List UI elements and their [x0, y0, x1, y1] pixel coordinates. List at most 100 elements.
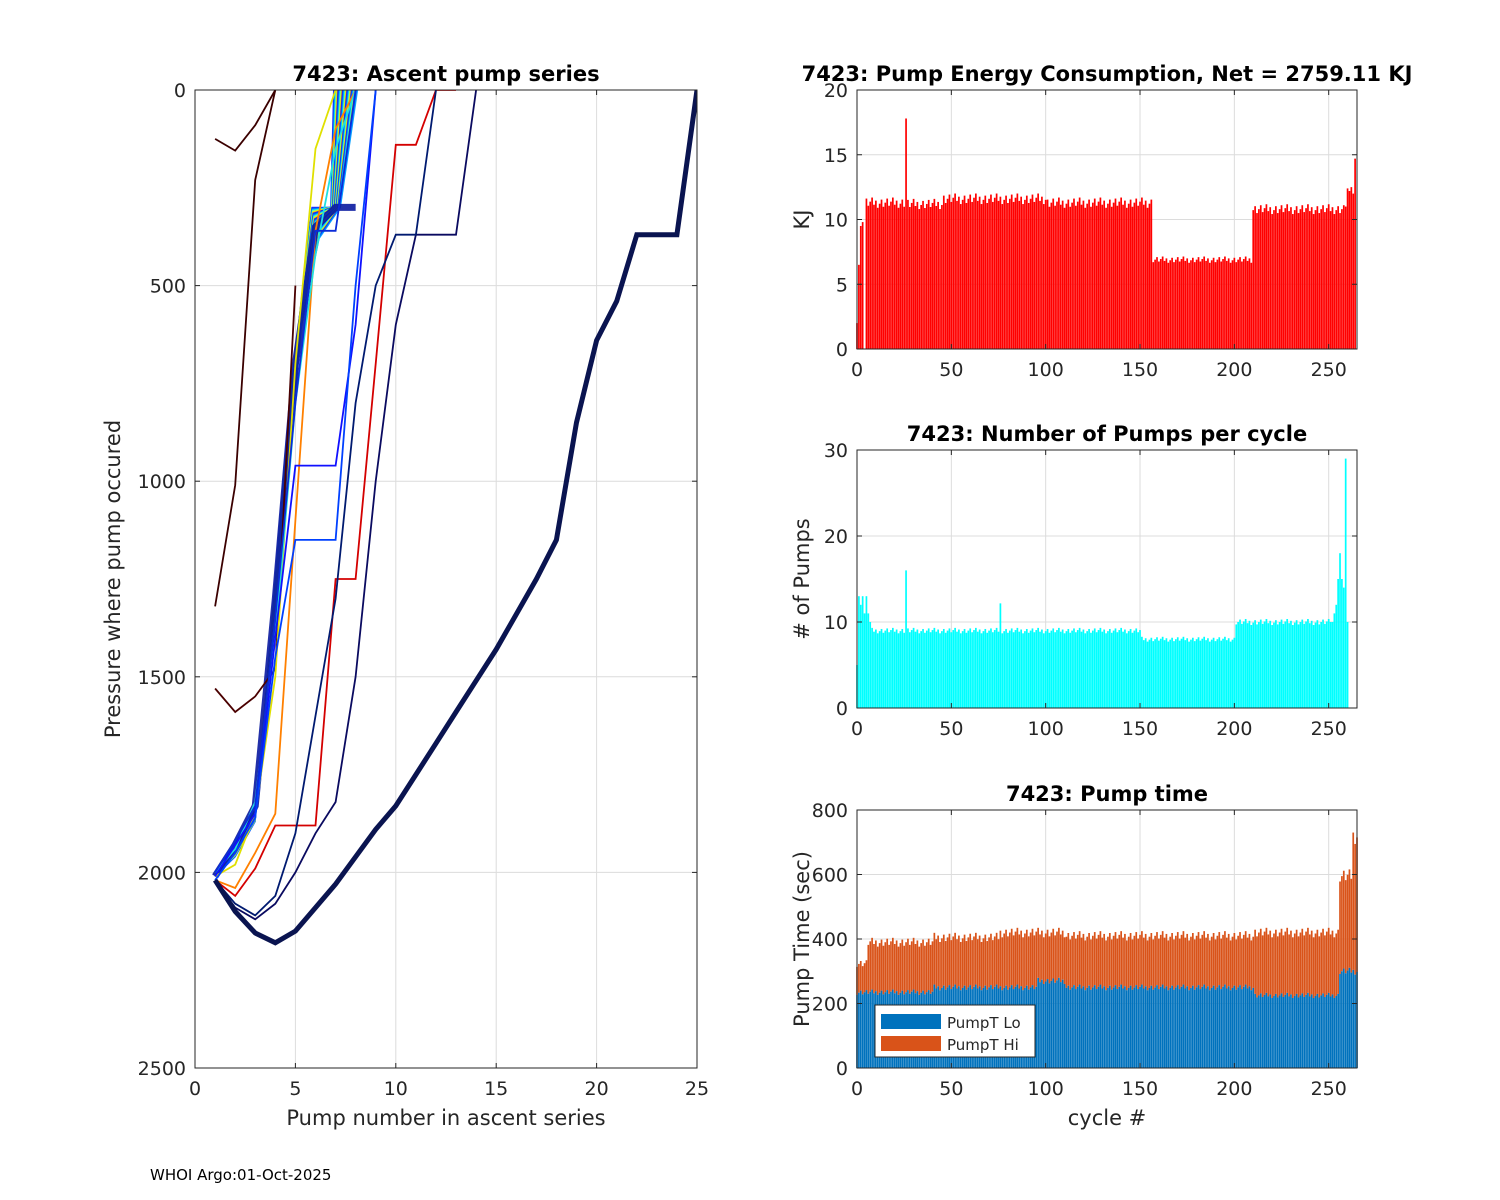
pumps-bar: [1095, 632, 1098, 708]
pumptime-bar-lo: [1297, 997, 1300, 1068]
pumptime-bar-lo: [1329, 996, 1332, 1068]
pumps-bar: [1161, 636, 1164, 708]
pumptime-bar-lo: [1090, 989, 1092, 1068]
pumptime-bar-hi: [1259, 928, 1262, 994]
pumptime-bar-lo: [1163, 988, 1166, 1068]
pumps-bar: [1271, 625, 1273, 708]
pumptime-bar-hi: [1261, 935, 1264, 997]
pumptime-bar-hi: [1290, 930, 1292, 995]
energy-bar: [1239, 257, 1241, 349]
pumps-bar: [971, 632, 973, 708]
energy-bar: [1071, 202, 1073, 349]
energy-bar: [1265, 204, 1268, 349]
pumptime-bar-lo: [1167, 990, 1170, 1068]
pumptime-bar-hi: [944, 941, 947, 990]
pumptime-bar-hi: [1220, 938, 1222, 990]
pumps-bar: [1292, 625, 1294, 708]
pumptime-bar-hi: [980, 941, 983, 991]
pumps-bar: [1003, 631, 1006, 708]
pumps-bar: [1061, 629, 1064, 708]
pumptime-ylabel: Pump Time (sec): [790, 851, 814, 1027]
pumps-ylabel: # of Pumps: [790, 518, 814, 640]
ascent-series-blue-3: [214, 90, 377, 881]
pumptime-bar-lo: [1295, 993, 1298, 1068]
pumps-bar: [931, 630, 934, 708]
pumptime-legend-swatch-hi: [881, 1036, 941, 1051]
pumptime-bar-hi: [1182, 931, 1185, 985]
energy-bar: [1337, 206, 1339, 349]
pumptime-bar-hi: [1124, 933, 1126, 987]
energy-bar: [893, 204, 896, 349]
pumptime-bar-hi: [1084, 940, 1087, 991]
pumps-bar: [886, 628, 889, 708]
pumptime-bar-hi: [1276, 936, 1279, 998]
energy-bar: [1067, 199, 1070, 349]
energy-bar: [1042, 204, 1045, 349]
pumptime-bar-hi: [918, 946, 921, 995]
pumps-bar: [1020, 629, 1022, 708]
pumptime-bar-hi: [922, 939, 924, 991]
pumptime-bar-lo: [1235, 989, 1238, 1068]
pumptime-xtick-label: 0: [851, 1078, 863, 1100]
pumps-bar: [1314, 622, 1317, 708]
pumptime-bar-hi: [1203, 931, 1206, 985]
pumptime-bar-lo: [1154, 987, 1156, 1069]
pumptime-bar-hi: [1135, 932, 1138, 986]
energy-bar: [1158, 261, 1160, 349]
pumps-bar: [1075, 632, 1077, 708]
energy-bar: [995, 193, 998, 349]
energy-bar: [1320, 209, 1322, 349]
pumptime-bar-lo: [1101, 988, 1104, 1068]
energy-bar: [1120, 197, 1122, 349]
pumps-bar: [1163, 640, 1166, 708]
pumptime-bar-hi: [886, 938, 889, 991]
energy-bar: [1273, 210, 1275, 349]
pumptime-bar-hi: [1014, 931, 1017, 987]
pumptime-bar-hi: [1012, 935, 1015, 990]
pumps-bar: [1173, 641, 1175, 708]
pumptime-bar-lo: [1254, 993, 1256, 1068]
pumptime-bar-hi: [1231, 936, 1234, 988]
pumptime-bar-hi: [971, 940, 973, 990]
pumps-bar: [935, 631, 938, 708]
energy-bar: [884, 202, 887, 349]
pumptime-bar-hi: [1227, 933, 1230, 987]
pumps-bar: [1293, 622, 1296, 708]
pumptime-bar-hi: [1271, 937, 1273, 998]
ascent-axes-frame: [194, 89, 698, 1069]
pumptime-xtick-label: 200: [1216, 1078, 1252, 1100]
pumptime-bar-hi: [1082, 933, 1085, 987]
pumptime-bar-lo: [1331, 994, 1334, 1068]
pumptime-bar-lo: [1212, 985, 1215, 1068]
energy-bar: [1124, 200, 1126, 349]
pumps-bar: [875, 629, 877, 708]
pumptime-bar-hi: [1035, 931, 1038, 987]
pumptime-bar-lo: [1278, 995, 1281, 1068]
energy-bar: [1063, 207, 1066, 349]
pumps-bar: [1310, 620, 1313, 708]
pumps-bar: [1082, 629, 1085, 708]
pumps-bar: [1014, 630, 1017, 708]
pumps-bar: [916, 629, 919, 708]
energy-bar: [948, 194, 951, 349]
pumps-bar: [1135, 628, 1138, 708]
pumptime-bar-hi: [1161, 931, 1164, 985]
energy-bar: [867, 205, 870, 349]
pumptime-bar-lo: [1261, 996, 1264, 1068]
pumptime-bar-hi: [1352, 832, 1355, 970]
energy-bar: [1299, 209, 1302, 349]
energy-bar: [1116, 205, 1119, 349]
energy-bar: [912, 198, 915, 349]
energy-bar: [1144, 200, 1147, 349]
energy-bar: [1135, 198, 1138, 349]
pumptime-bar-hi: [1163, 937, 1166, 989]
energy-bar: [861, 222, 864, 349]
pumps-bar: [1276, 624, 1279, 708]
pumptime-bar-hi: [937, 935, 939, 987]
pumptime-bar-lo: [1265, 992, 1268, 1068]
pumps-bar: [1207, 638, 1209, 708]
pumptime-bar-lo: [1131, 989, 1134, 1068]
energy-bar: [899, 203, 902, 349]
pumptime-bar-lo: [1173, 989, 1175, 1068]
pumptime-bar-hi: [1092, 935, 1094, 988]
